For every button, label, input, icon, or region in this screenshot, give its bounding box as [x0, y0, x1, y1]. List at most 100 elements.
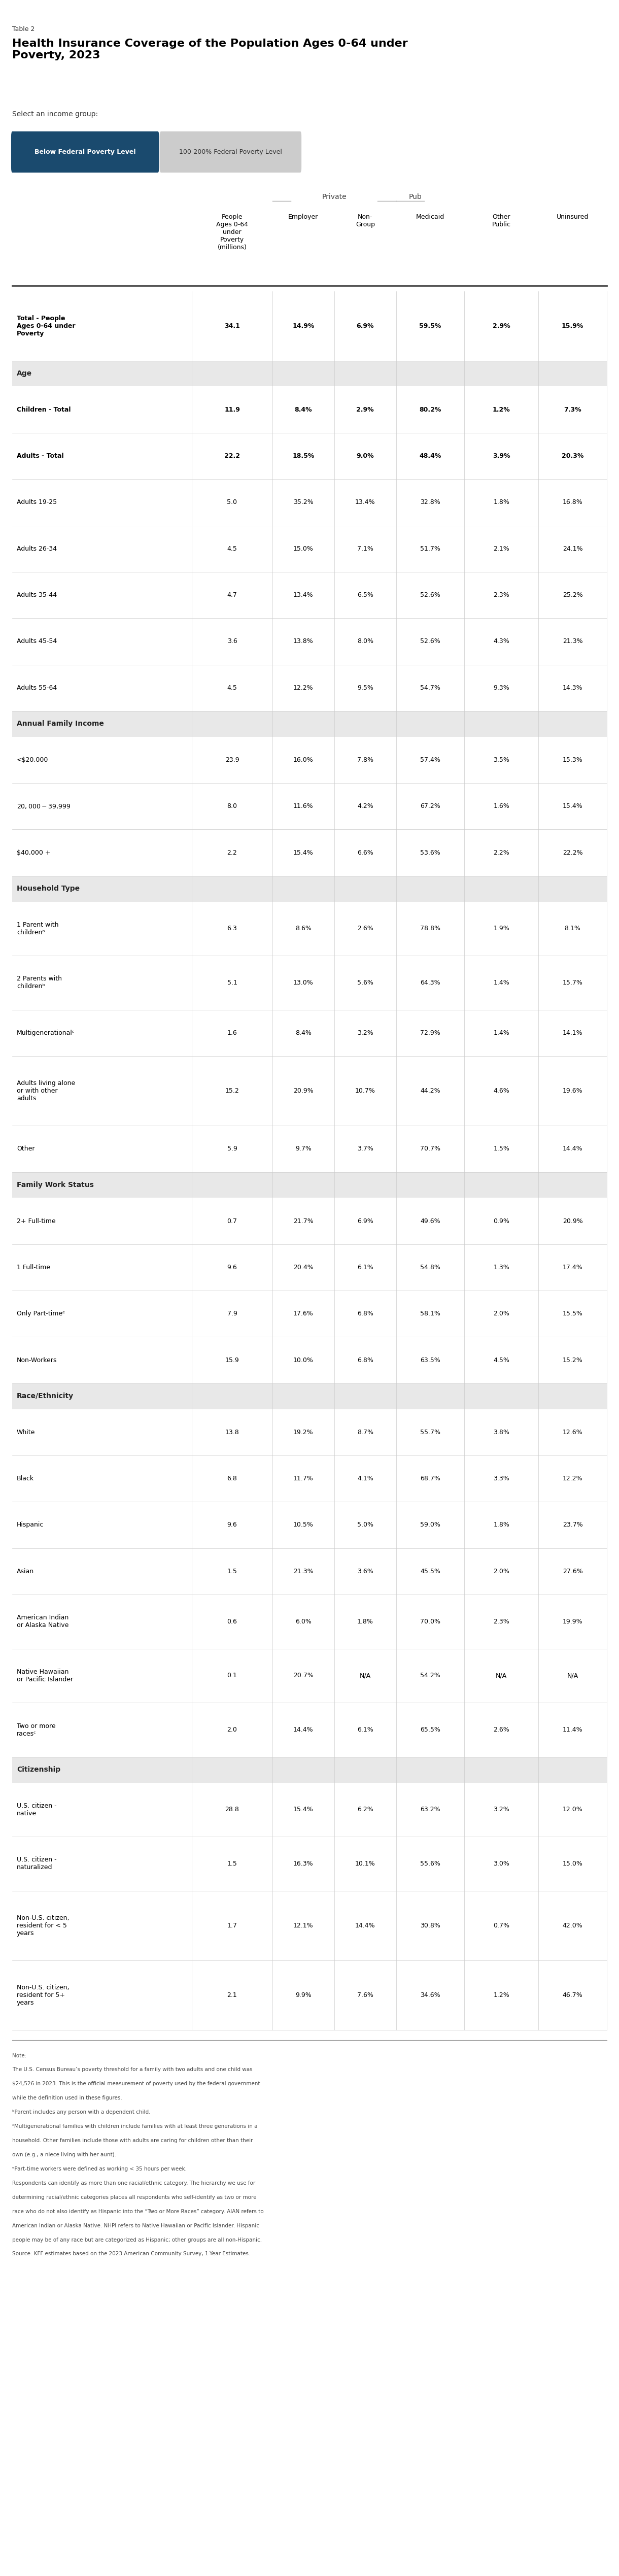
Text: 4.5%: 4.5%: [493, 1358, 509, 1363]
Text: 6.2%: 6.2%: [357, 1806, 373, 1814]
Text: 0.7%: 0.7%: [493, 1922, 509, 1929]
Text: 6.6%: 6.6%: [357, 850, 373, 855]
Text: 55.7%: 55.7%: [420, 1430, 440, 1435]
Text: 1.2%: 1.2%: [493, 407, 510, 412]
Text: 2.3%: 2.3%: [493, 592, 509, 598]
Text: 15.2: 15.2: [225, 1087, 239, 1095]
Text: 13.4%: 13.4%: [293, 592, 313, 598]
Text: 9.3%: 9.3%: [493, 685, 509, 690]
Text: 21.3%: 21.3%: [563, 639, 582, 644]
Text: 52.6%: 52.6%: [420, 592, 440, 598]
Text: 5.9: 5.9: [227, 1146, 237, 1151]
Text: 54.2%: 54.2%: [420, 1672, 440, 1680]
Text: 48.4%: 48.4%: [419, 453, 441, 459]
Text: Adults - Total: Adults - Total: [17, 453, 64, 459]
Text: 20.3%: 20.3%: [561, 453, 584, 459]
Text: 1.5: 1.5: [227, 1569, 237, 1574]
Text: Select an income group:: Select an income group:: [12, 111, 98, 118]
Text: Note:: Note:: [12, 2053, 27, 2058]
Text: 13.0%: 13.0%: [293, 979, 313, 987]
Text: 8.4%: 8.4%: [295, 407, 312, 412]
Text: Pub: Pub: [409, 193, 422, 201]
Text: 3.2%: 3.2%: [357, 1030, 373, 1036]
Text: 8.7%: 8.7%: [357, 1430, 373, 1435]
Text: 21.7%: 21.7%: [293, 1218, 313, 1224]
Text: Adults 26-34: Adults 26-34: [17, 546, 57, 551]
Text: 16.8%: 16.8%: [563, 500, 582, 505]
Text: 4.7: 4.7: [227, 592, 237, 598]
Text: 20.9%: 20.9%: [293, 1087, 313, 1095]
Text: 1 Full-time: 1 Full-time: [17, 1265, 50, 1270]
Text: 70.7%: 70.7%: [420, 1146, 440, 1151]
Text: 3.6%: 3.6%: [357, 1569, 373, 1574]
Text: U.S. citizen -
native: U.S. citizen - native: [17, 1803, 56, 1816]
Text: 3.3%: 3.3%: [493, 1476, 509, 1481]
Text: 15.4%: 15.4%: [293, 850, 313, 855]
Text: people may be of any race but are categorized as Hispanic; other groups are all : people may be of any race but are catego…: [12, 2239, 262, 2241]
Text: 2+ Full-time: 2+ Full-time: [17, 1218, 56, 1224]
Text: 9.0%: 9.0%: [357, 453, 374, 459]
Text: 25.2%: 25.2%: [563, 592, 582, 598]
Text: 1.6: 1.6: [227, 1030, 237, 1036]
Text: <$20,000: <$20,000: [17, 757, 48, 762]
Text: 6.9%: 6.9%: [357, 1218, 373, 1224]
Text: Health Insurance Coverage of the Population Ages 0-64 under
Poverty, 2023: Health Insurance Coverage of the Populat…: [12, 39, 408, 62]
Text: ᵇParent includes any person with a dependent child.: ᵇParent includes any person with a depen…: [12, 2110, 150, 2115]
Bar: [12, 1172, 607, 1198]
Text: People
Ages 0-64
under
Poverty
(millions): People Ages 0-64 under Poverty (millions…: [216, 214, 248, 250]
Text: 7.9: 7.9: [227, 1311, 237, 1316]
Text: 30.8%: 30.8%: [420, 1922, 440, 1929]
Text: 13.4%: 13.4%: [355, 500, 375, 505]
Text: $24,526 in 2023. This is the official measurement of poverty used by the federal: $24,526 in 2023. This is the official me…: [12, 2081, 260, 2087]
Text: N/A: N/A: [496, 1672, 507, 1680]
Text: 8.0%: 8.0%: [357, 639, 373, 644]
Text: 7.3%: 7.3%: [564, 407, 581, 412]
Text: 27.6%: 27.6%: [563, 1569, 582, 1574]
Text: The U.S. Census Bureau’s poverty threshold for a family with two adults and one : The U.S. Census Bureau’s poverty thresho…: [12, 2069, 253, 2071]
Text: 0.6: 0.6: [227, 1618, 237, 1625]
Text: Household Type: Household Type: [17, 886, 80, 891]
Text: 2.9%: 2.9%: [493, 322, 510, 330]
Text: 15.4%: 15.4%: [563, 804, 582, 809]
Text: 72.9%: 72.9%: [420, 1030, 440, 1036]
Text: 6.0%: 6.0%: [295, 1618, 311, 1625]
Text: 0.9%: 0.9%: [493, 1218, 509, 1224]
Text: 8.4%: 8.4%: [295, 1030, 311, 1036]
Text: 7.8%: 7.8%: [357, 757, 373, 762]
Text: 6.1%: 6.1%: [357, 1726, 373, 1734]
Text: 7.1%: 7.1%: [357, 546, 373, 551]
Text: 58.1%: 58.1%: [420, 1311, 440, 1316]
Text: Non-
Group: Non- Group: [355, 214, 375, 229]
Text: 9.6: 9.6: [227, 1522, 237, 1528]
Text: 3.7%: 3.7%: [357, 1146, 373, 1151]
Text: 6.3: 6.3: [227, 925, 237, 933]
Text: 3.5%: 3.5%: [493, 757, 509, 762]
Text: American Indian or Alaska Native. NHPI refers to Native Hawaiian or Pacific Isla: American Indian or Alaska Native. NHPI r…: [12, 2223, 259, 2228]
Text: 12.1%: 12.1%: [293, 1922, 313, 1929]
Text: 16.3%: 16.3%: [293, 1860, 313, 1868]
Text: 15.2%: 15.2%: [563, 1358, 582, 1363]
Text: 8.6%: 8.6%: [295, 925, 311, 933]
Text: 1.9%: 1.9%: [493, 925, 509, 933]
Text: Uninsured: Uninsured: [556, 214, 589, 222]
Text: 100-200% Federal Poverty Level: 100-200% Federal Poverty Level: [179, 149, 282, 155]
Text: $20,000 - $39,999: $20,000 - $39,999: [17, 804, 71, 809]
Text: 2.3%: 2.3%: [493, 1618, 509, 1625]
Text: 3.6: 3.6: [227, 639, 237, 644]
Text: U.S. citizen -
naturalized: U.S. citizen - naturalized: [17, 1857, 56, 1870]
Text: 19.2%: 19.2%: [293, 1430, 313, 1435]
Text: 1.5%: 1.5%: [493, 1146, 509, 1151]
Text: 2.9%: 2.9%: [357, 407, 374, 412]
Text: 2.6%: 2.6%: [493, 1726, 509, 1734]
Text: 17.4%: 17.4%: [563, 1265, 582, 1270]
Text: 3.2%: 3.2%: [493, 1806, 509, 1814]
Text: Adults 35-44: Adults 35-44: [17, 592, 57, 598]
Text: 0.7: 0.7: [227, 1218, 237, 1224]
Text: 19.6%: 19.6%: [563, 1087, 582, 1095]
Text: 15.9%: 15.9%: [561, 322, 584, 330]
Text: 13.8%: 13.8%: [293, 639, 313, 644]
Text: 44.2%: 44.2%: [420, 1087, 440, 1095]
Text: 15.5%: 15.5%: [563, 1311, 582, 1316]
Text: 2.2%: 2.2%: [493, 850, 509, 855]
Text: 10.0%: 10.0%: [293, 1358, 313, 1363]
